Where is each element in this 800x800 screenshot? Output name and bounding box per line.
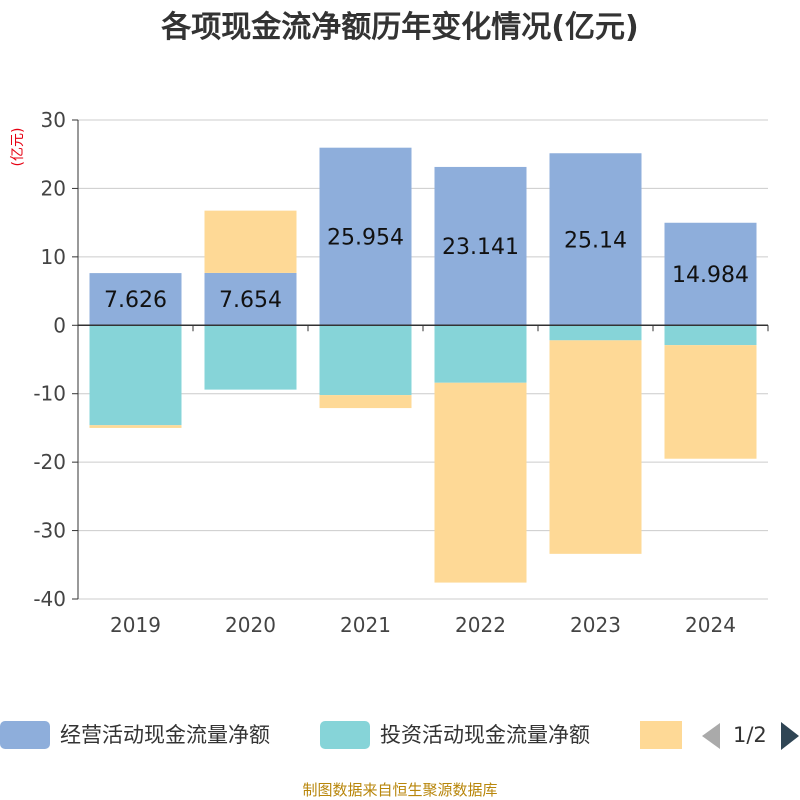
y-tick-label: -30 — [33, 519, 66, 543]
legend: 经营活动现金流量净额 投资活动现金流量净额 1/2 — [0, 721, 799, 750]
bar-2022-series-2[interactable] — [434, 382, 527, 583]
legend-swatch-operating[interactable] — [0, 721, 50, 749]
bar-data-label: 25.954 — [327, 225, 404, 250]
y-tick-label: 30 — [41, 108, 66, 132]
x-tick-label: 2022 — [455, 613, 506, 637]
y-tick-label: -40 — [33, 587, 66, 611]
chart-title: 各项现金流净额历年变化情况(亿元) — [160, 10, 638, 45]
bar-2019-series-0[interactable] — [89, 273, 182, 326]
y-axis-unit-label: (亿元) — [10, 128, 26, 167]
bar-2022-series-0[interactable] — [434, 166, 527, 326]
bar-2020-series-0[interactable] — [204, 272, 297, 326]
bar-2019-series-2[interactable] — [89, 425, 182, 428]
legend-label-operating[interactable]: 经营活动现金流量净额 — [60, 723, 270, 747]
legend-swatch-investing[interactable] — [320, 721, 370, 749]
bar-2023-series-1[interactable] — [549, 325, 642, 341]
bar-2022-series-1[interactable] — [434, 325, 527, 383]
bar-2021-series-0[interactable] — [319, 147, 412, 326]
y-tick-label: 20 — [41, 176, 66, 200]
bar-2023-series-2[interactable] — [549, 340, 642, 554]
x-tick-label: 2019 — [110, 613, 161, 637]
legend-label-investing[interactable]: 投资活动现金流量净额 — [380, 723, 590, 747]
legend-swatch-financing[interactable] — [640, 721, 682, 749]
bar-2023-series-0[interactable] — [549, 153, 642, 326]
x-tick-label: 2021 — [340, 613, 391, 637]
x-tick-label: 2020 — [225, 613, 276, 637]
bar-2019-series-1[interactable] — [89, 325, 182, 426]
x-tick-label: 2024 — [685, 613, 736, 637]
bar-data-label: 25.14 — [564, 228, 627, 253]
bar-2021-series-2[interactable] — [319, 395, 412, 409]
bar-2024-series-2[interactable] — [664, 345, 757, 459]
bar-2020-series-2[interactable] — [204, 210, 297, 273]
bars — [89, 147, 757, 583]
bar-2024-series-0[interactable] — [664, 222, 757, 326]
bar-data-label: 14.984 — [672, 263, 749, 288]
bar-2024-series-1[interactable] — [664, 325, 757, 346]
bar-data-label: 7.654 — [219, 288, 282, 313]
y-tick-label: 10 — [41, 245, 66, 269]
axes: 30 20 10 0 -10 -20 -30 -40 2019 2020 2021 2022 2023 2… — [33, 108, 769, 637]
triangle-left-icon[interactable] — [702, 723, 720, 749]
data-source-note: 制图数据来自恒生聚源数据库 — [302, 781, 497, 799]
x-tick-label: 2023 — [570, 613, 621, 637]
bar-data-label: 7.626 — [104, 288, 167, 313]
bar-data-label: 23.141 — [442, 235, 519, 260]
bar-labels: 7.626 7.654 25.954 23.141 25.14 14.984 — [104, 225, 749, 313]
legend-page-indicator: 1/2 — [733, 723, 767, 747]
triangle-right-icon[interactable] — [781, 722, 799, 750]
y-tick-label: 0 — [53, 313, 66, 337]
y-tick-label: -20 — [33, 450, 66, 474]
bar-2020-series-1[interactable] — [204, 325, 297, 390]
bar-2021-series-1[interactable] — [319, 325, 412, 396]
y-tick-label: -10 — [33, 382, 66, 406]
grid-lines — [78, 119, 768, 600]
